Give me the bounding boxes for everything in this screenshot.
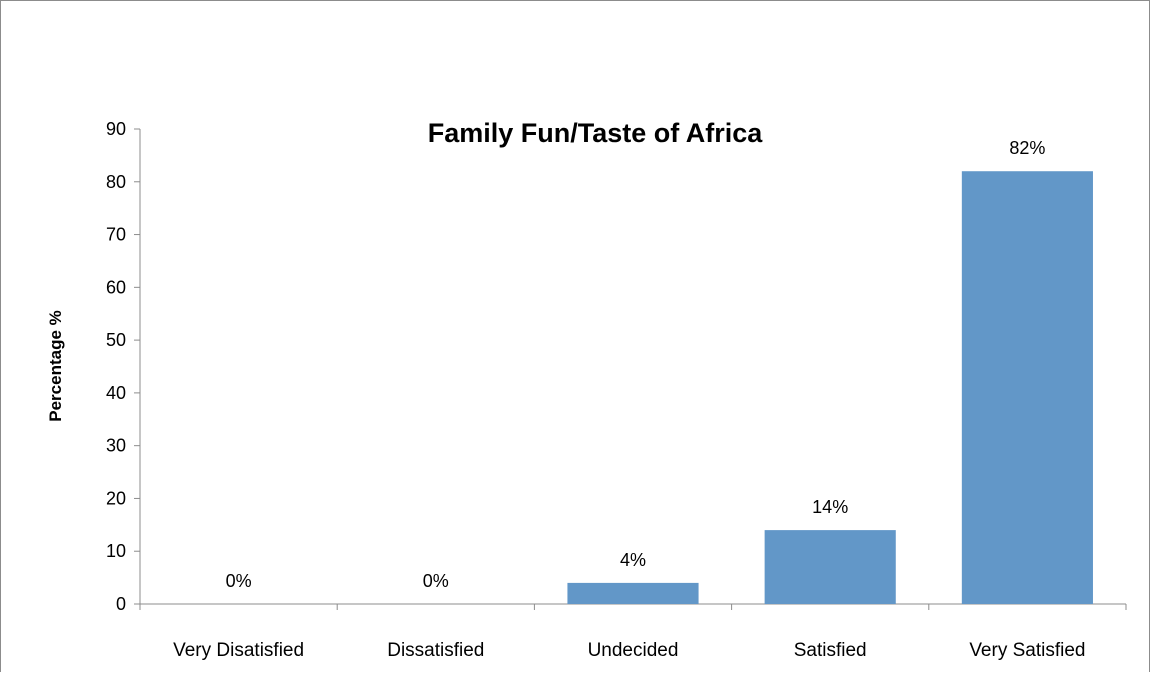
x-tick-label: Dissatisfied [387, 640, 484, 661]
y-axis-label: Percentage % [46, 310, 65, 422]
data-label: 14% [812, 497, 848, 517]
chart-title: Family Fun/Taste of Africa [428, 118, 764, 148]
y-tick-label: 50 [106, 330, 126, 350]
bar [961, 171, 1093, 604]
y-tick-label: 10 [106, 541, 126, 561]
data-label: 0% [423, 571, 449, 591]
y-tick-label: 40 [106, 383, 126, 403]
x-tick-labels: Very Disatisfied Dissatisfied Undecided Sat… [173, 640, 1085, 661]
data-label: 82% [1009, 138, 1045, 158]
y-tick-labels: 0 10 20 30 40 50 60 70 80 90 [106, 119, 126, 614]
y-tick-label: 90 [106, 119, 126, 139]
bars [567, 171, 1093, 604]
data-labels: 0% 0% 4% 14% 82% [226, 138, 1046, 591]
x-tick-label: Very Satisfied [969, 640, 1085, 661]
y-tick-label: 60 [106, 277, 126, 297]
bar [567, 582, 699, 604]
x-tick-label: Satisfied [794, 640, 867, 661]
x-tick-label: Very Disatisfied [173, 640, 304, 661]
data-label: 4% [620, 550, 646, 570]
bar [764, 530, 896, 604]
y-tick-label: 0 [116, 594, 126, 614]
y-tick-label: 80 [106, 172, 126, 192]
x-tick-label: Undecided [588, 640, 679, 661]
y-tick-label: 70 [106, 225, 126, 245]
y-tick-label: 30 [106, 436, 126, 456]
data-label: 0% [226, 571, 252, 591]
y-tick-label: 20 [106, 488, 126, 508]
